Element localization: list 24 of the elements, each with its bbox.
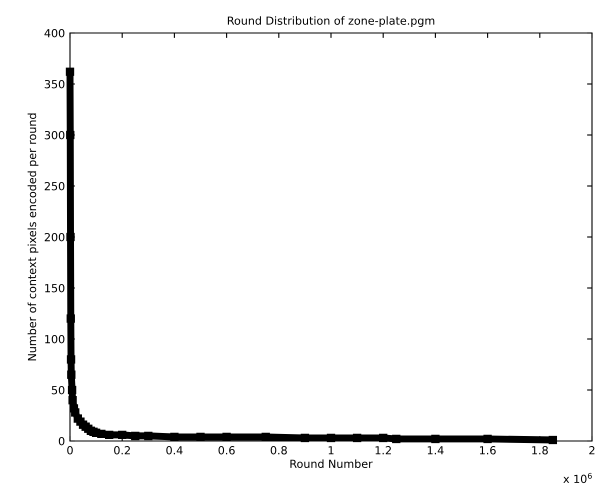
chart-title: Round Distribution of zone-plate.pgm [228,16,434,27]
x-tick-label: 1.8 [532,446,548,454]
x-axis-title: Round Number [290,459,373,468]
x-tick-label: 0.8 [270,446,287,454]
x-tick-label: 0.2 [114,446,130,454]
y-tick-label: 350 [44,80,64,88]
y-tick-label: 0 [58,436,64,446]
y-tick-label: 200 [44,232,64,242]
x-tick-label: 1.6 [480,446,496,454]
y-axis-title: Number of context pixels encoded per round [28,114,38,360]
y-tick-label: 150 [45,284,64,292]
x-tick-label: 0 [67,446,73,454]
y-tick-label: 250 [44,182,64,190]
y-tick-label: 400 [44,28,64,38]
y-tick-label: 50 [52,386,64,394]
x-tick-label: 1 [328,446,334,454]
x-tick-label: 0.4 [166,446,183,454]
y-tick-label: 300 [44,130,64,140]
x-tick-label: 1.4 [428,446,444,454]
x-tick-label: 0.6 [218,446,235,454]
x-tick-label: 2 [589,446,594,454]
x-tick-label: 1.2 [376,446,391,454]
y-tick-label: 100 [45,334,64,344]
text: x 10$^{6}$ [563,472,592,484]
